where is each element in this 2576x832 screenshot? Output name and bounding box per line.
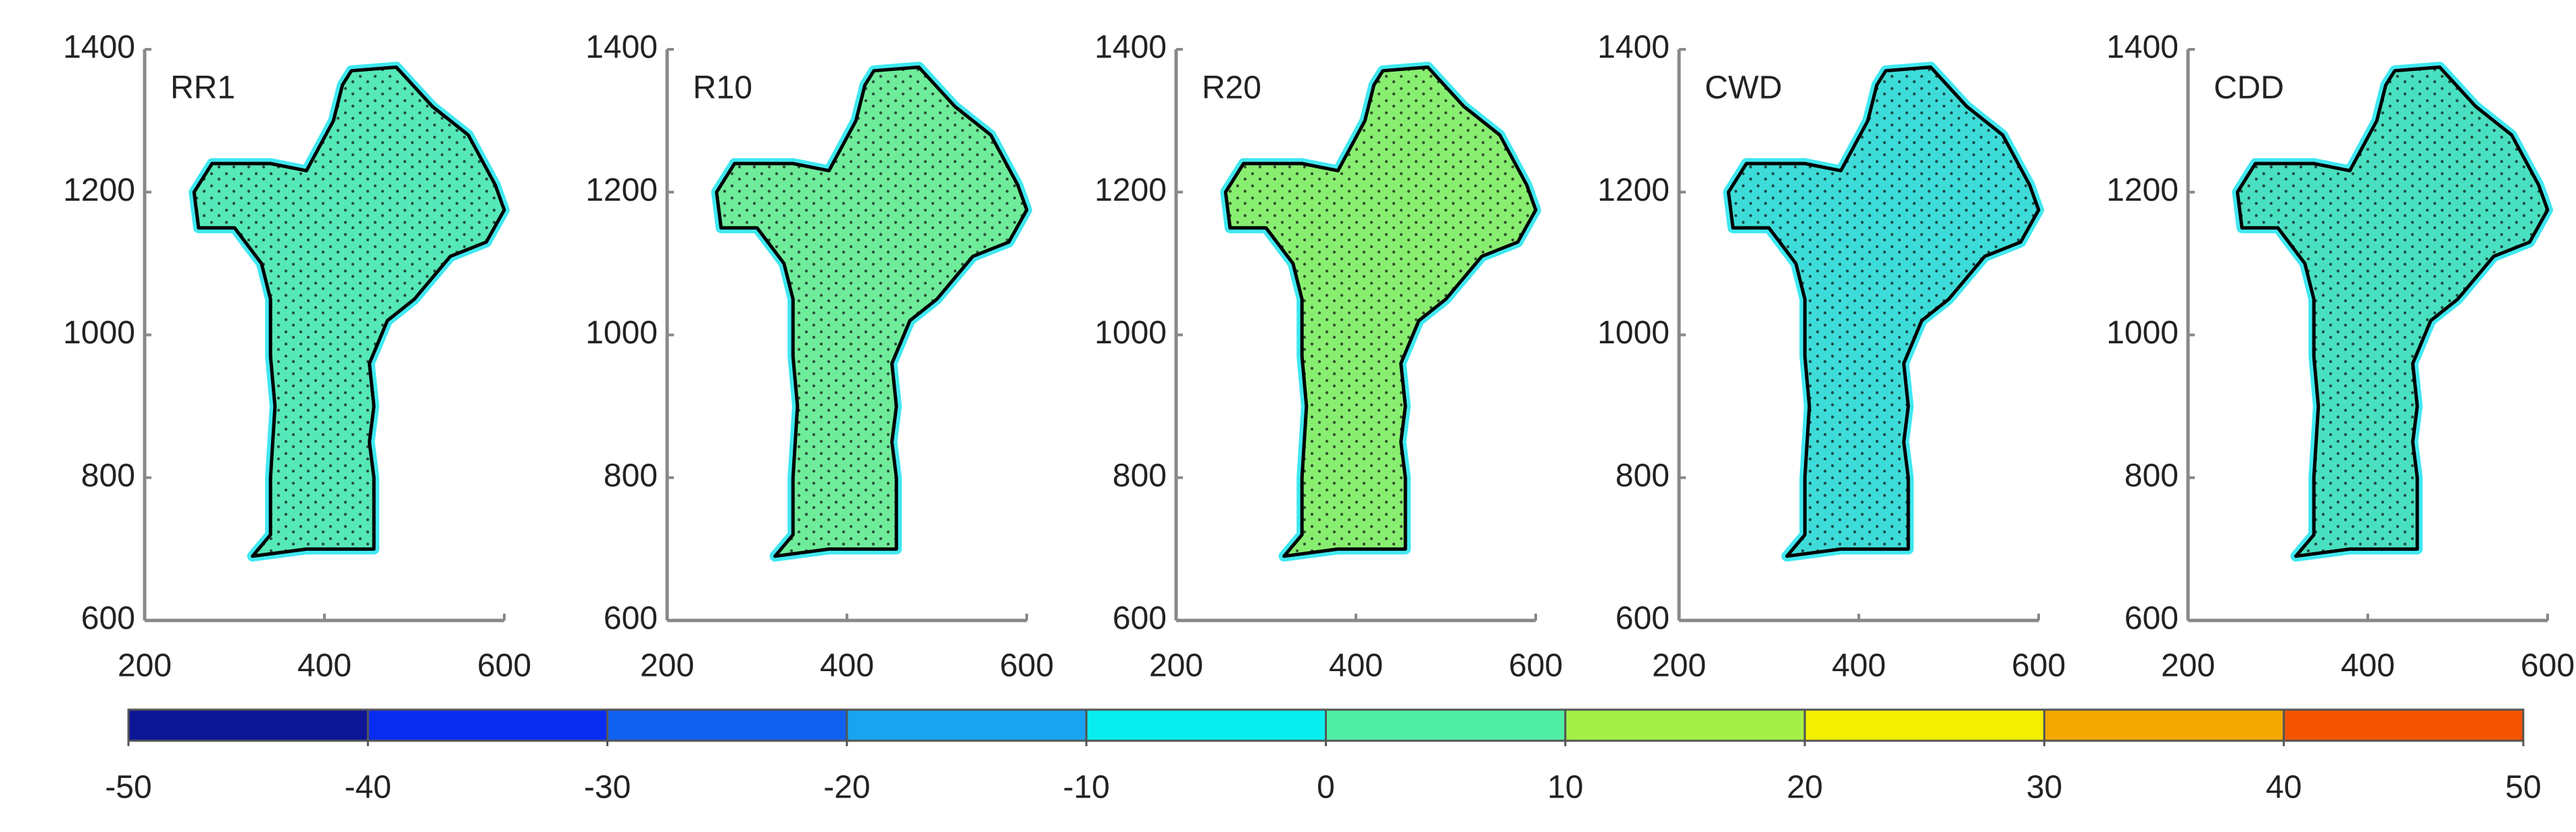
colorbar-segment: [606, 708, 848, 742]
panel-label: RR1: [170, 70, 235, 106]
colorbar-segment: [127, 708, 369, 742]
y-tick-label: 800: [81, 458, 135, 493]
x-tick-label: 400: [297, 648, 351, 684]
x-tick-label: 400: [820, 648, 874, 684]
x-tick-label: 600: [2521, 648, 2575, 684]
y-tick-label: 800: [1615, 458, 1670, 493]
colorbar-segment: [846, 708, 1088, 742]
station-dots: [194, 67, 504, 556]
y-tick-label: 1000: [585, 315, 658, 351]
panel-label: R10: [693, 70, 752, 106]
x-tick-label: 600: [2012, 648, 2066, 684]
y-tick-label: 600: [1113, 601, 1167, 637]
panel-label: CDD: [2214, 70, 2284, 106]
y-tick-label: 1000: [2106, 315, 2179, 351]
y-tick-label: 1400: [63, 30, 135, 66]
y-tick-label: 1000: [63, 315, 135, 351]
x-tick-label: 400: [2341, 648, 2395, 684]
y-tick-label: 800: [2124, 458, 2179, 493]
colorbar-segment: [2283, 708, 2525, 742]
x-tick-label: 600: [1509, 648, 1563, 684]
station-dots: [716, 67, 1027, 556]
colorbar-segment: [1085, 708, 1327, 742]
map-outline: [1726, 65, 2041, 558]
colorbar-tick-label: -20: [823, 770, 870, 806]
colorbar-tick-label: 10: [1547, 770, 1583, 806]
y-tick-label: 1400: [1094, 30, 1167, 66]
y-tick-label: 1000: [1094, 315, 1167, 351]
colorbar-segment: [2043, 708, 2285, 742]
y-tick-label: 1000: [1597, 315, 1670, 351]
y-tick-label: 1200: [63, 172, 135, 208]
x-tick-label: 600: [1000, 648, 1054, 684]
x-tick-label: 200: [1149, 648, 1203, 684]
y-tick-label: 800: [604, 458, 658, 493]
map-outline: [714, 65, 1029, 558]
x-tick-label: 200: [118, 648, 172, 684]
colorbar-tick-label: 0: [1317, 770, 1335, 806]
colorbar-tick-label: 20: [1787, 770, 1822, 806]
x-tick-label: 200: [640, 648, 694, 684]
map-outline: [1223, 65, 1538, 558]
y-tick-label: 1200: [1597, 172, 1670, 208]
colorbar-tick-label: -30: [584, 770, 631, 806]
colorbar-tick-label: -50: [105, 770, 151, 806]
colorbar-segment: [366, 708, 609, 742]
x-tick-label: 200: [2161, 648, 2215, 684]
station-dots: [1225, 67, 1536, 556]
x-tick-label: 400: [1329, 648, 1383, 684]
station-dots: [1728, 67, 2039, 556]
y-tick-label: 1200: [2106, 172, 2179, 208]
y-tick-label: 1400: [585, 30, 658, 66]
y-tick-label: 1400: [2106, 30, 2179, 66]
panel-label: CWD: [1705, 70, 1782, 106]
y-tick-label: 600: [1615, 601, 1670, 637]
y-tick-label: 600: [2124, 601, 2179, 637]
y-tick-label: 1200: [585, 172, 658, 208]
station-dots: [2237, 67, 2548, 556]
colorbar-segment: [1803, 708, 2045, 742]
colorbar-tick-label: -10: [1063, 770, 1110, 806]
map-outline: [2235, 65, 2550, 558]
colorbar-segment: [1564, 708, 1806, 742]
panel-label: R20: [1202, 70, 1261, 106]
colorbar-tick-label: 50: [2505, 770, 2541, 806]
colorbar-tick-label: 40: [2266, 770, 2302, 806]
colorbar-segment: [1325, 708, 1567, 742]
colorbar-tick-label: 30: [2026, 770, 2062, 806]
y-tick-label: 1400: [1597, 30, 1670, 66]
x-tick-label: 400: [1832, 648, 1886, 684]
map-outline: [192, 65, 506, 558]
y-tick-label: 600: [81, 601, 135, 637]
y-tick-label: 600: [604, 601, 658, 637]
x-tick-label: 600: [477, 648, 531, 684]
colorbar-tick-label: -40: [345, 770, 391, 806]
y-tick-label: 1200: [1094, 172, 1167, 208]
x-tick-label: 200: [1652, 648, 1706, 684]
y-tick-label: 800: [1113, 458, 1167, 493]
